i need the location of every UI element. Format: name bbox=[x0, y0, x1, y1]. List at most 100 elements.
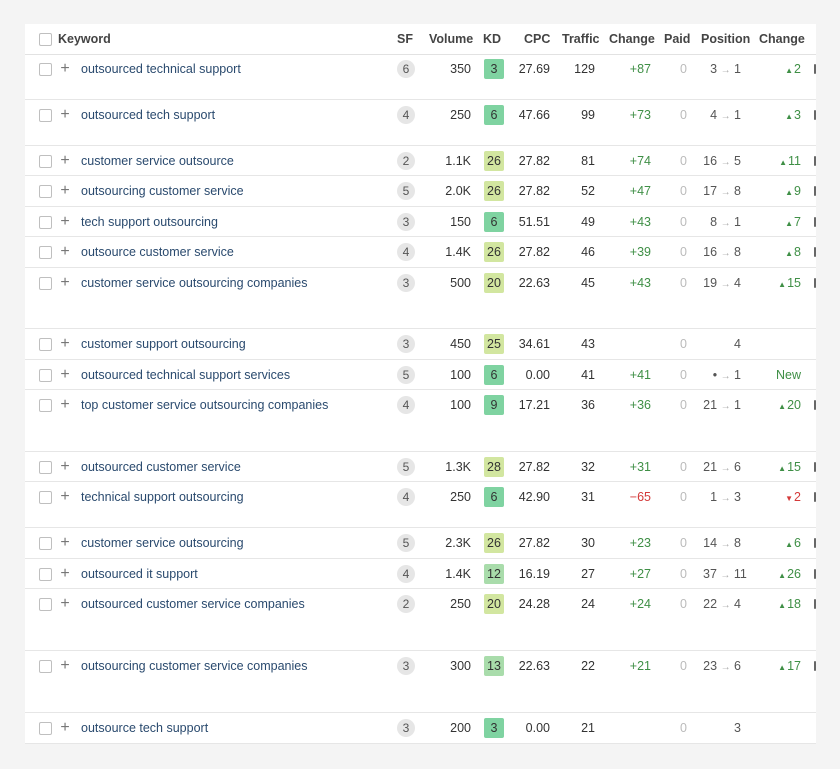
keyword-link[interactable]: outsourced tech support bbox=[81, 108, 216, 122]
sf-badge[interactable]: 4 bbox=[397, 565, 415, 583]
header-keyword[interactable]: Keyword bbox=[58, 32, 111, 46]
keyword-link[interactable]: outsourcing customer service companies bbox=[81, 659, 308, 673]
plus-icon[interactable]: + bbox=[60, 595, 70, 612]
volume-value: 2.3K bbox=[445, 536, 471, 550]
keyword-link[interactable]: top customer service outsourcing compani… bbox=[81, 398, 329, 412]
header-position[interactable]: Position bbox=[701, 32, 751, 46]
keyword-link[interactable]: technical support outsourcing bbox=[81, 490, 244, 504]
plus-icon[interactable]: + bbox=[60, 534, 70, 551]
sf-badge[interactable]: 3 bbox=[397, 657, 415, 675]
plus-icon[interactable]: + bbox=[60, 60, 70, 77]
plus-icon[interactable]: + bbox=[60, 182, 70, 199]
row-checkbox[interactable] bbox=[39, 491, 52, 504]
header-paid[interactable]: Paid bbox=[664, 32, 691, 46]
sf-badge[interactable]: 2 bbox=[397, 595, 415, 613]
row-checkbox[interactable] bbox=[39, 722, 52, 735]
cpc-value: 22.63 bbox=[518, 276, 550, 290]
row-checkbox[interactable] bbox=[39, 216, 52, 229]
plus-icon[interactable]: + bbox=[60, 719, 70, 736]
sf-badge[interactable]: 4 bbox=[397, 396, 415, 414]
table-row: + outsourced technical support 6 350 3 27.69 1… bbox=[25, 54, 816, 100]
keyword-link[interactable]: outsourced customer service bbox=[81, 460, 241, 474]
plus-icon[interactable]: + bbox=[60, 396, 70, 413]
position-from: • bbox=[712, 368, 718, 382]
plus-icon[interactable]: + bbox=[60, 106, 70, 123]
row-checkbox[interactable] bbox=[39, 461, 52, 474]
header-kd[interactable]: KD bbox=[483, 32, 502, 46]
row-checkbox[interactable] bbox=[39, 369, 52, 382]
plus-icon[interactable]: + bbox=[60, 335, 70, 352]
header-sf[interactable]: SF bbox=[397, 32, 413, 46]
arrow-right-icon: → bbox=[720, 371, 731, 382]
plus-icon[interactable]: + bbox=[60, 213, 70, 230]
header-change[interactable]: Change bbox=[609, 32, 655, 46]
plus-icon[interactable]: + bbox=[60, 243, 70, 260]
row-checkbox[interactable] bbox=[39, 155, 52, 168]
position-change: ▲26 bbox=[765, 559, 801, 589]
keyword-link[interactable]: customer service outsource bbox=[81, 154, 234, 168]
header-position-change[interactable]: Change bbox=[759, 32, 805, 46]
sf-badge[interactable]: 3 bbox=[397, 274, 415, 292]
cpc-value: 51.51 bbox=[518, 215, 550, 229]
header-volume[interactable]: Volume bbox=[429, 32, 474, 46]
traffic-value: 45 bbox=[581, 276, 595, 290]
keyword-link[interactable]: outsourced technical support services bbox=[81, 368, 291, 382]
keyword-link[interactable]: outsource tech support bbox=[81, 721, 209, 735]
kd-badge: 26 bbox=[484, 181, 504, 201]
plus-icon[interactable]: + bbox=[60, 565, 70, 582]
sf-badge[interactable]: 4 bbox=[397, 106, 415, 124]
row-checkbox[interactable] bbox=[39, 338, 52, 351]
row-checkbox[interactable] bbox=[39, 399, 52, 412]
row-checkbox[interactable] bbox=[39, 109, 52, 122]
position-cell: • → 1 bbox=[703, 360, 741, 390]
plus-icon[interactable]: + bbox=[60, 488, 70, 505]
sf-badge[interactable]: 2 bbox=[397, 152, 415, 170]
traffic-change-value: +41 bbox=[629, 368, 651, 382]
plus-icon[interactable]: + bbox=[60, 274, 70, 291]
row-checkbox[interactable] bbox=[39, 568, 52, 581]
volume-value: 1.4K bbox=[445, 245, 471, 259]
keyword-link[interactable]: outsourced technical support bbox=[81, 62, 241, 76]
plus-icon[interactable]: + bbox=[60, 657, 70, 674]
row-checkbox[interactable] bbox=[39, 277, 52, 290]
row-checkbox[interactable] bbox=[39, 63, 52, 76]
sf-badge[interactable]: 4 bbox=[397, 243, 415, 261]
row-checkbox[interactable] bbox=[39, 185, 52, 198]
keyword-link[interactable]: customer support outsourcing bbox=[81, 337, 246, 351]
plus-icon[interactable]: + bbox=[60, 458, 70, 475]
keyword-link[interactable]: customer service outsourcing companies bbox=[81, 276, 308, 290]
position-change: ▲17 bbox=[765, 651, 801, 681]
row-edge-marker bbox=[814, 156, 816, 166]
row-checkbox[interactable] bbox=[39, 598, 52, 611]
sf-badge[interactable]: 5 bbox=[397, 182, 415, 200]
paid-value: 0 bbox=[680, 245, 687, 259]
sf-badge[interactable]: 3 bbox=[397, 719, 415, 737]
keyword-link[interactable]: tech support outsourcing bbox=[81, 215, 218, 229]
row-checkbox[interactable] bbox=[39, 660, 52, 673]
plus-icon[interactable]: + bbox=[60, 366, 70, 383]
plus-icon[interactable]: + bbox=[60, 152, 70, 169]
table-row: + outsourcing customer service companies 3… bbox=[25, 651, 816, 713]
sf-badge[interactable]: 3 bbox=[397, 335, 415, 353]
row-checkbox[interactable] bbox=[39, 537, 52, 550]
sf-badge[interactable]: 5 bbox=[397, 534, 415, 552]
keyword-link[interactable]: outsource customer service bbox=[81, 245, 234, 259]
keyword-link[interactable]: outsourced it support bbox=[81, 567, 198, 581]
sf-badge[interactable]: 5 bbox=[397, 366, 415, 384]
header-traffic[interactable]: Traffic bbox=[562, 32, 600, 46]
keyword-link[interactable]: outsourcing customer service bbox=[81, 184, 244, 198]
sf-badge[interactable]: 3 bbox=[397, 213, 415, 231]
volume-value: 250 bbox=[450, 108, 471, 122]
header-cpc[interactable]: CPC bbox=[524, 32, 551, 46]
traffic-value: 81 bbox=[581, 154, 595, 168]
keyword-link[interactable]: customer service outsourcing bbox=[81, 536, 244, 550]
sf-badge[interactable]: 6 bbox=[397, 60, 415, 78]
row-checkbox[interactable] bbox=[39, 246, 52, 259]
select-all-checkbox[interactable] bbox=[39, 33, 52, 46]
traffic-value: 22 bbox=[581, 659, 595, 673]
cpc-value: 0.00 bbox=[525, 368, 550, 382]
sf-badge[interactable]: 5 bbox=[397, 458, 415, 476]
keyword-link[interactable]: outsourced customer service companies bbox=[81, 597, 305, 611]
kd-badge: 26 bbox=[484, 151, 504, 171]
sf-badge[interactable]: 4 bbox=[397, 488, 415, 506]
